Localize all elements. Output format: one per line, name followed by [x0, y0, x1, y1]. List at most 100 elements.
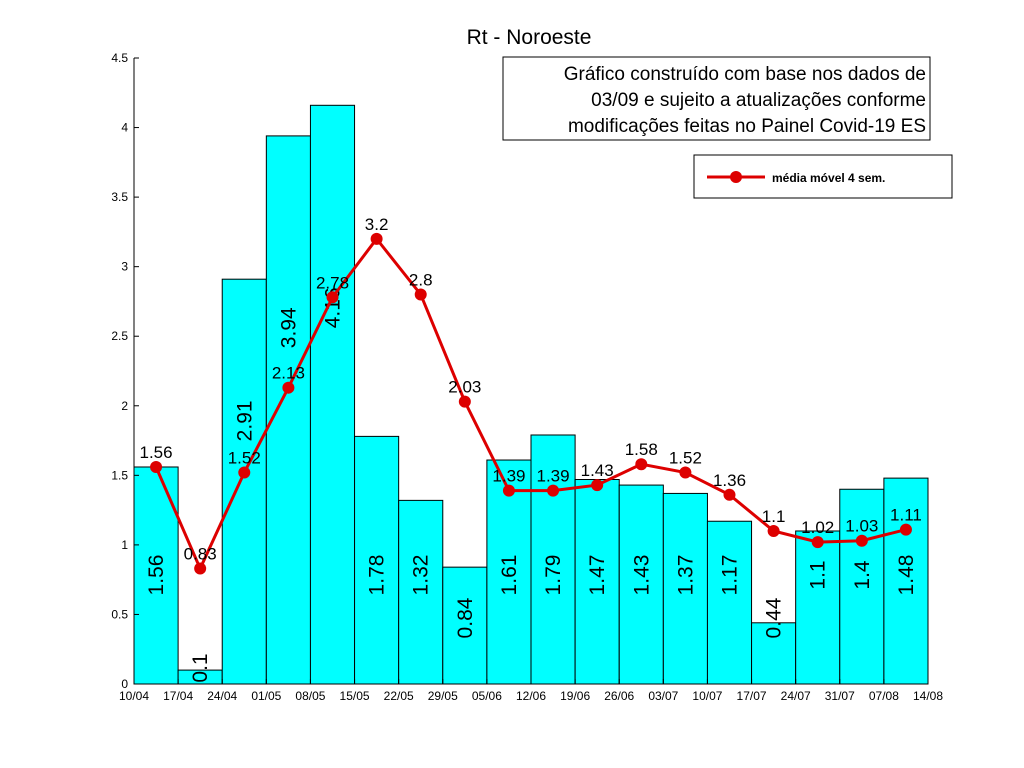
moving-average-point — [370, 232, 383, 245]
y-tick-label: 1 — [121, 538, 128, 552]
bar-value-label: 1.37 — [674, 555, 697, 596]
moving-average-point — [238, 466, 251, 479]
bar-17/07 — [751, 622, 797, 685]
moving-average-point — [194, 562, 207, 575]
legend-marker-swatch — [730, 171, 742, 183]
moving-average-label: 1.56 — [140, 443, 173, 462]
x-tick-label: 26/06 — [604, 689, 634, 703]
moving-average-label: 1.58 — [625, 440, 658, 459]
y-tick-label: 0 — [121, 677, 128, 691]
moving-average-label: 1.11 — [890, 506, 922, 525]
x-tick-label: 01/05 — [251, 689, 281, 703]
bar-value-label: 0.84 — [454, 597, 477, 638]
bar-value-label: 1.56 — [145, 555, 168, 596]
moving-average-label: 2.78 — [316, 273, 349, 292]
moving-average-label: 2.13 — [272, 364, 305, 383]
bar-value-label: 1.1 — [807, 560, 830, 589]
x-tick-label: 12/06 — [516, 689, 546, 703]
moving-average-point — [547, 484, 560, 497]
bar-15/05 — [354, 435, 400, 685]
moving-average-label: 3.2 — [365, 215, 389, 234]
bar-value-label: 0.1 — [189, 653, 212, 682]
moving-average-point — [679, 466, 692, 479]
moving-average-point — [855, 534, 868, 547]
x-tick-label: 07/08 — [869, 689, 899, 703]
y-tick-label: 3.5 — [111, 190, 128, 204]
moving-average-point — [723, 488, 736, 501]
bar-22/05 — [398, 499, 444, 685]
x-tick-label: 17/04 — [163, 689, 193, 703]
x-tick-label: 10/04 — [119, 689, 149, 703]
moving-average-point — [502, 484, 515, 497]
bar-19/06 — [574, 479, 620, 685]
y-tick-label: 2.5 — [111, 329, 128, 343]
annotation-line-3: modificações feitas no Painel Covid-19 E… — [568, 116, 926, 137]
bar-value-label: 0.44 — [763, 597, 786, 638]
x-tick-label: 05/06 — [472, 689, 502, 703]
bar-26/06 — [618, 484, 664, 685]
bar-value-label: 1.17 — [719, 555, 742, 596]
moving-average-point — [414, 288, 427, 301]
bar-value-label: 1.43 — [630, 555, 653, 596]
x-tick-label: 14/08 — [913, 689, 943, 703]
moving-average-point — [326, 291, 339, 304]
bar-value-label: 1.47 — [586, 555, 609, 596]
annotation-box: Gráfico construído com base nos dados de… — [502, 56, 931, 141]
bar-24/04 — [221, 278, 267, 685]
bar-value-label: 1.78 — [366, 555, 389, 596]
moving-average-label: 1.02 — [801, 518, 834, 537]
bar-value-label: 1.79 — [542, 555, 565, 596]
bar-value-label: 1.61 — [498, 555, 521, 596]
plot-area: 1.560.12.913.94 4.161.78 1.320.841.61 1.79 1… — [111, 51, 943, 703]
moving-average-point — [591, 479, 604, 492]
x-tick-label: 17/07 — [737, 689, 767, 703]
moving-average-line — [154, 236, 907, 573]
moving-average-point — [458, 395, 471, 408]
moving-average-label: 1.36 — [713, 471, 746, 490]
bar-value-label: 1.4 — [851, 560, 874, 590]
y-tick-label: 4.5 — [111, 51, 128, 65]
bar-value-label: 1.32 — [410, 555, 433, 596]
x-tick-label: 15/05 — [340, 689, 370, 703]
moving-average-point — [811, 536, 824, 549]
bar-07/08 — [883, 477, 929, 685]
x-tick-label: 08/05 — [295, 689, 325, 703]
moving-average-label: 1.52 — [228, 449, 261, 468]
moving-average-label: 1.39 — [492, 467, 525, 486]
x-tick-label: 24/04 — [207, 689, 237, 703]
y-tick-label: 2 — [121, 399, 128, 413]
x-tick-label: 10/07 — [692, 689, 722, 703]
y-tick-label: 1.5 — [111, 468, 128, 482]
moving-average-point — [150, 460, 163, 473]
moving-average-point — [635, 458, 648, 471]
moving-average-point — [767, 524, 780, 537]
moving-average-label: 1.39 — [537, 467, 570, 486]
moving-average-label: 1.52 — [669, 449, 702, 468]
moving-average-point — [282, 381, 295, 394]
legend: média móvel 4 sem. — [693, 154, 953, 199]
chart-title: Rt - Noroeste — [467, 26, 592, 49]
y-tick-label: 3 — [121, 260, 128, 274]
bar-value-label: 1.48 — [895, 555, 918, 596]
bar-03/07 — [662, 492, 708, 685]
y-tick-label: 4 — [121, 121, 128, 135]
bar-value-label: 2.91 — [233, 400, 256, 441]
annotation-line-2: 03/09 e sujeito a atualizações conforme — [591, 90, 926, 111]
x-tick-label: 19/06 — [560, 689, 590, 703]
moving-average-label: 1.1 — [762, 507, 786, 526]
x-tick-label: 29/05 — [428, 689, 458, 703]
legend-series-name: média móvel 4 sem. — [772, 171, 885, 185]
y-tick-label: 0.5 — [111, 607, 128, 621]
moving-average-label: 1.43 — [581, 461, 614, 480]
bar-value-label: 3.94 — [277, 307, 300, 348]
x-tick-label: 22/05 — [384, 689, 414, 703]
moving-average-label: 2.03 — [448, 378, 481, 397]
moving-average-label: 1.03 — [845, 517, 878, 536]
bar-08/05 — [309, 104, 356, 685]
x-tick-label: 24/07 — [781, 689, 811, 703]
bar-10/07 — [706, 520, 753, 685]
annotation-line-1: Gráfico construído com base nos dados de — [564, 64, 926, 85]
x-tick-label: 03/07 — [648, 689, 678, 703]
bar-01/05 — [265, 135, 311, 685]
